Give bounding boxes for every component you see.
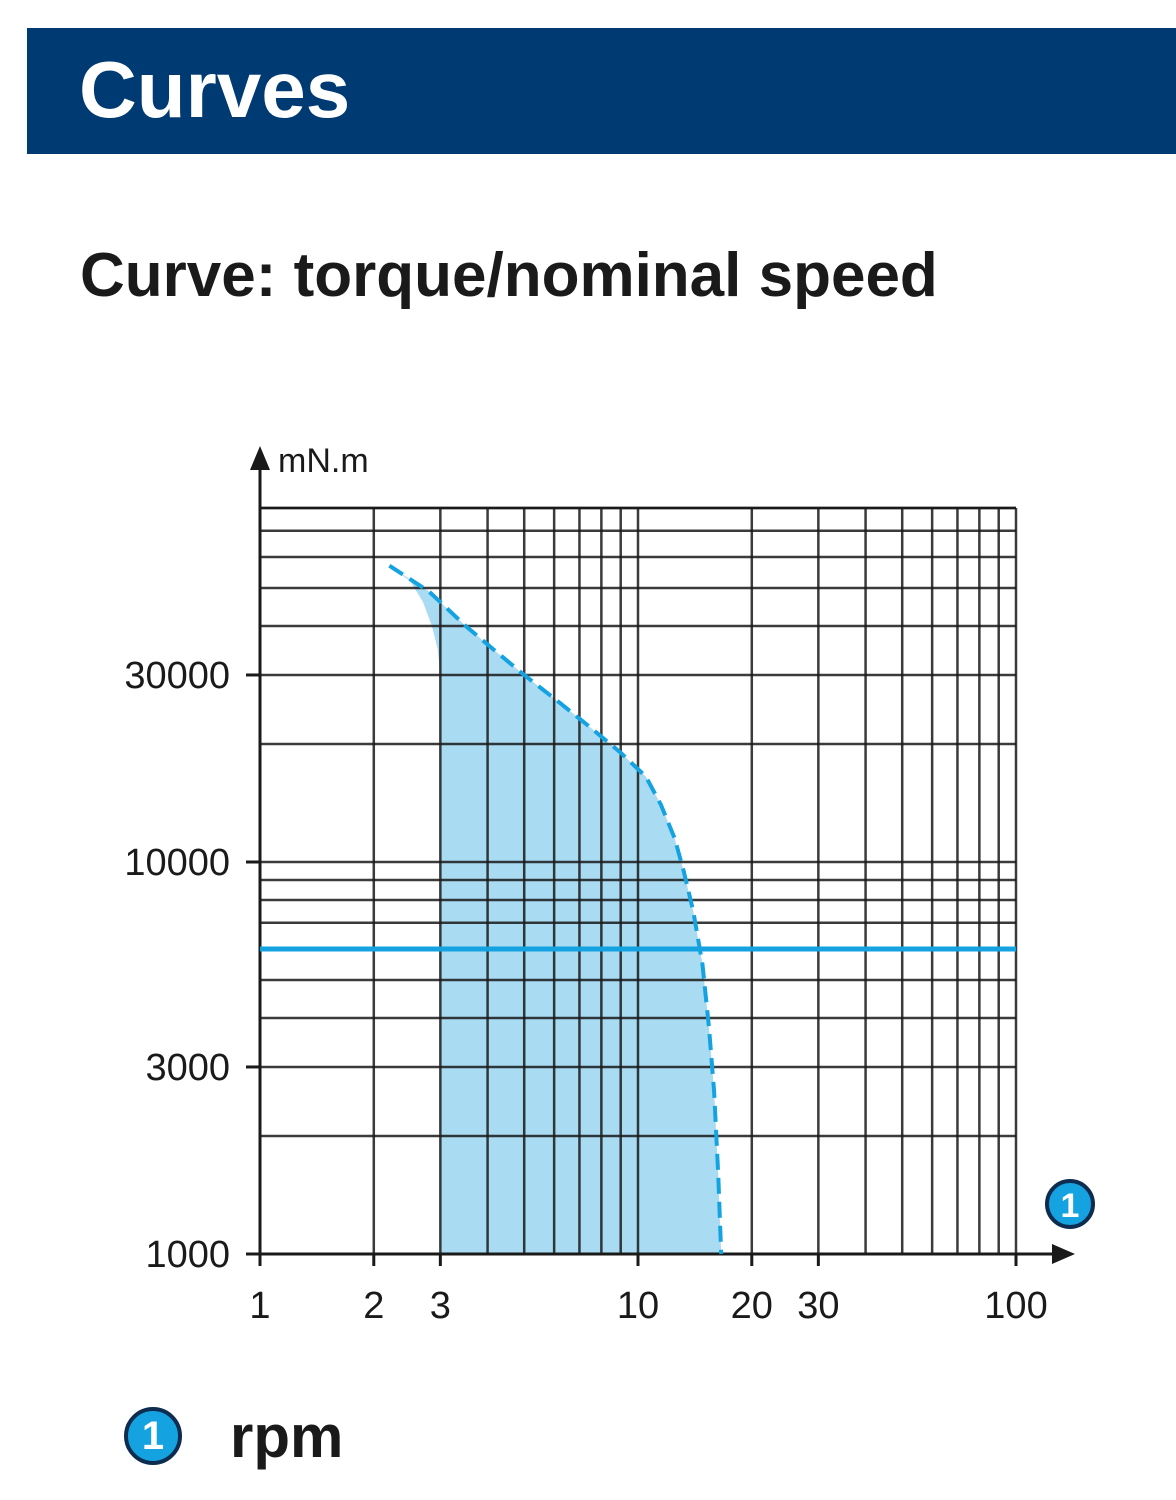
y-tick-label: 30000 — [124, 655, 230, 697]
y-tick-label: 3000 — [145, 1047, 230, 1089]
page-title: Curves — [79, 45, 351, 134]
y-tick-label: 10000 — [124, 842, 230, 884]
x-tick-label: 1 — [249, 1285, 270, 1327]
limit-torque-curve — [388, 564, 724, 1255]
x-tick-label: 100 — [984, 1285, 1047, 1327]
y-axis-label: mN.m — [278, 442, 369, 480]
x-axis-arrow — [1052, 1244, 1075, 1264]
header-bar: Curves — [27, 28, 1176, 154]
x-axis-marker-number: 1 — [1061, 1187, 1080, 1225]
legend-marker: 1 — [124, 1407, 182, 1465]
x-tick-label: 20 — [731, 1285, 773, 1327]
x-tick-label: 3 — [430, 1285, 451, 1327]
x-tick-label: 30 — [797, 1285, 839, 1327]
legend-label: rpm — [230, 1402, 344, 1470]
x-tick-label: 10 — [617, 1285, 659, 1327]
torque-speed-chart: mN.m 1000 3000 10000 30000 1 2 3 10 20 30 100 1 — [124, 442, 1095, 1327]
x-tick-label: 2 — [363, 1285, 384, 1327]
y-tick-label: 1000 — [145, 1234, 230, 1276]
chart-subtitle: Curve: torque/nominal speed — [80, 241, 938, 310]
y-axis-arrow — [250, 446, 270, 470]
x-axis-marker-badge — [1045, 1179, 1095, 1229]
legend: 1 rpm — [124, 1400, 343, 1472]
